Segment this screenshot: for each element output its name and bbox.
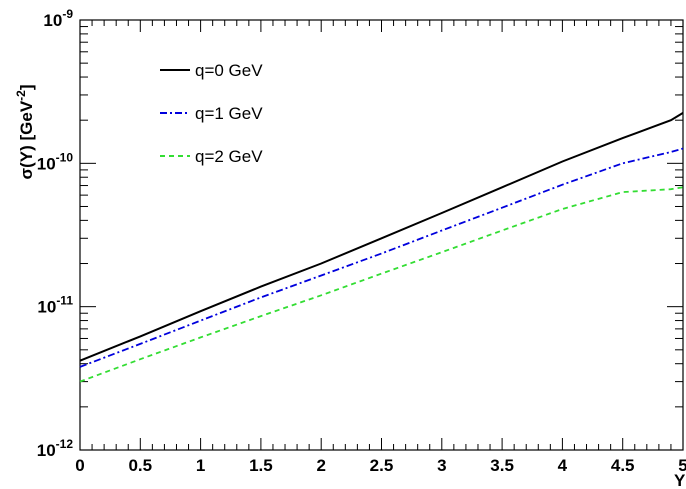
y-axis-label-exp: -2 (14, 90, 28, 101)
x-axis-label: Y (674, 471, 686, 489)
series-line (79, 186, 684, 383)
y-tick-base: 10 (43, 11, 62, 30)
legend-label: q=1 GeV (195, 104, 263, 123)
series-layer (79, 112, 684, 383)
x-tick-label: 0.5 (128, 456, 152, 475)
legend: q=0 GeV q=1 GeV q=2 GeV (160, 61, 263, 166)
x-tick-label: 0 (75, 456, 84, 475)
x-tick-label: 2.5 (370, 456, 394, 475)
x-tick-label: 1.5 (249, 456, 273, 475)
x-tick-label: 3.5 (490, 456, 514, 475)
y-tick-base: 10 (37, 441, 56, 460)
legend-label: q=0 GeV (195, 61, 263, 80)
x-tick-label: 3 (437, 456, 446, 475)
y-tick-label: 10-9 (43, 7, 73, 30)
plot-frame (79, 19, 684, 451)
y-tick-exp: -9 (62, 7, 73, 21)
y-tick-base: 10 (37, 154, 56, 173)
x-tick-label: 4 (558, 456, 568, 475)
y-tick-exp: -12 (56, 437, 74, 451)
legend-label: q=2 GeV (195, 147, 263, 166)
y-tick-label: 10-10 (37, 150, 74, 173)
x-tick-label: 4.5 (611, 456, 635, 475)
series-line (79, 112, 684, 362)
y-axis-label: σ(Y) [GeV-2] (14, 84, 36, 179)
y-tick-exp: -11 (56, 294, 73, 308)
y-tick-exp: -10 (56, 150, 74, 164)
x-tick-label: 2 (316, 456, 325, 475)
y-axis-label-main: σ(Y) [GeV (17, 100, 36, 179)
x-tick-label: 5 (678, 456, 686, 475)
x-tick-label: 1 (196, 456, 205, 475)
y-tick-base: 10 (37, 298, 56, 317)
series-line (79, 147, 684, 368)
y-tick-label: 10-12 (37, 437, 74, 460)
y-axis-label-close: ] (17, 84, 36, 90)
y-tick-label: 10-11 (37, 294, 73, 317)
